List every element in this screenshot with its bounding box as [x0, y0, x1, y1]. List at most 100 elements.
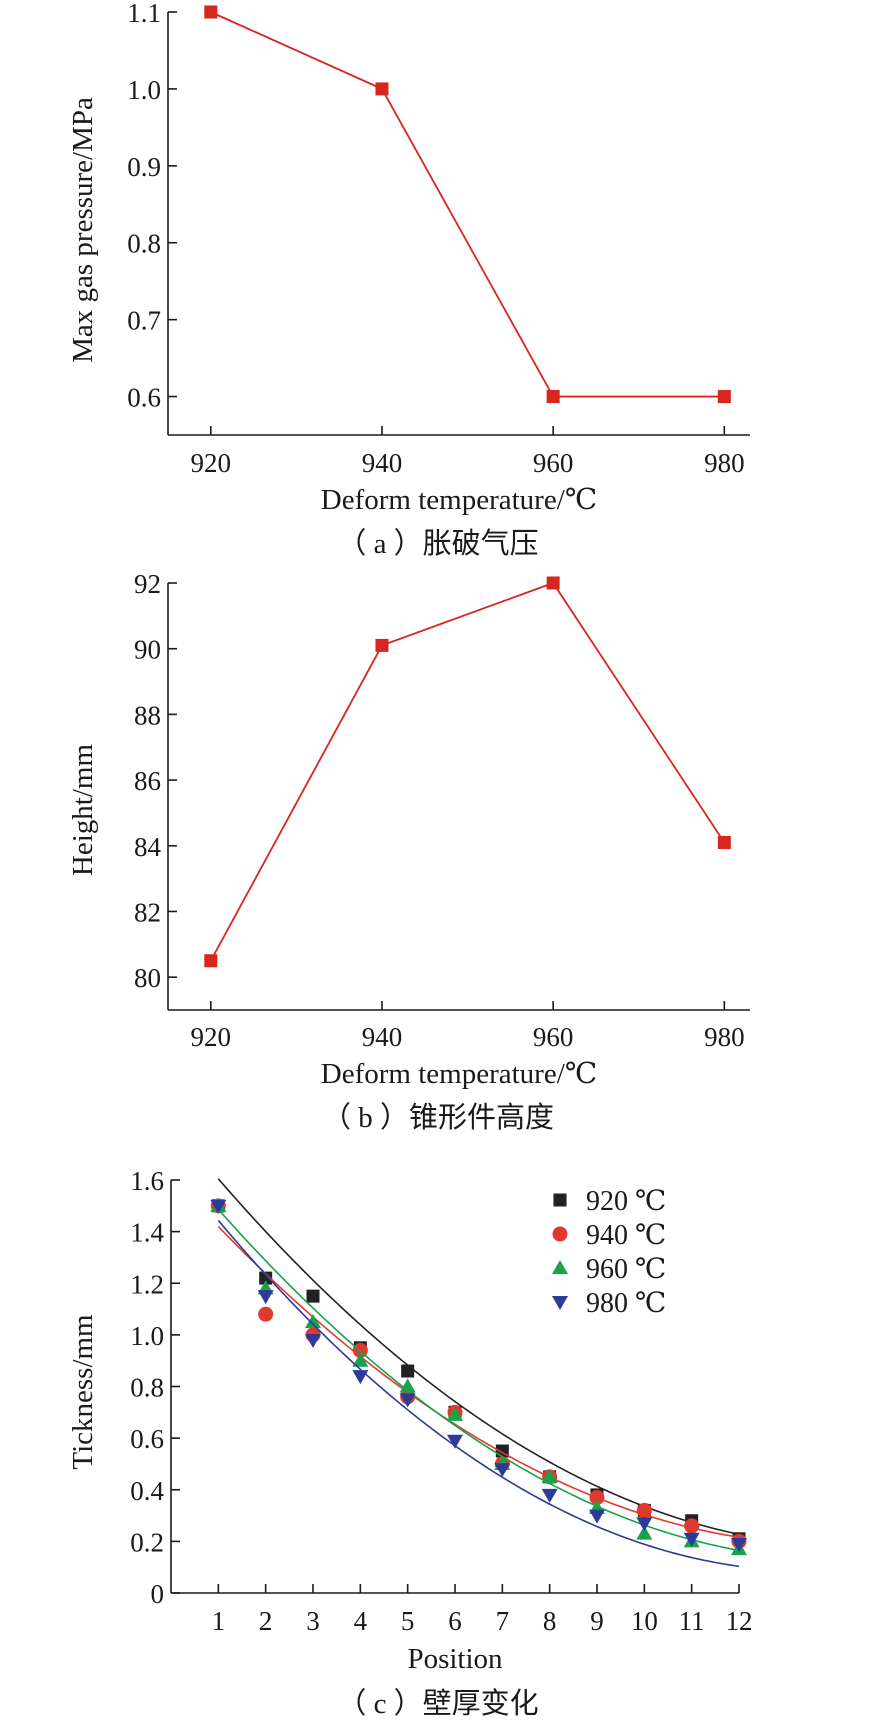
y-axis-label: Tickness/mm: [67, 1314, 99, 1470]
x-tick-label: 5: [401, 1606, 415, 1636]
x-tick-label: 2: [259, 1606, 273, 1636]
legend-label: 980 ℃: [586, 1288, 666, 1319]
panel-caption: （ c ）壁厚变化: [337, 1687, 538, 1720]
y-tick-label: 90: [134, 635, 161, 665]
chart-a-gas-pressure: 0.6 0.7 0.8 0.9 1.0 1.1 920 940 960 980 Deform tem…: [67, 0, 750, 560]
data-point: [636, 1502, 652, 1518]
x-tick-label: 980: [704, 1022, 745, 1052]
fit-curve: [217, 1178, 740, 1536]
y-tick-label: 1.0: [130, 1321, 164, 1351]
x-tick-label: 940: [362, 1022, 403, 1052]
data-point: [399, 1378, 416, 1393]
x-tick-label: 9: [590, 1606, 604, 1636]
data-point: [717, 390, 731, 404]
data-point: [305, 1334, 321, 1349]
y-tick-label: 1.4: [130, 1218, 164, 1248]
data-point: [204, 5, 218, 19]
data-point: [541, 1488, 558, 1503]
series-3: [210, 1199, 747, 1568]
legend-marker: [552, 1296, 568, 1310]
x-tick-label: 8: [543, 1606, 557, 1636]
panel-caption: （ b ）锥形件高度: [322, 1101, 554, 1134]
data-point: [636, 1517, 653, 1532]
data-point: [541, 1468, 558, 1483]
x-tick-label: 10: [631, 1606, 658, 1636]
data-point: [684, 1518, 700, 1534]
panel-caption: （ a ）胀破气压: [337, 527, 538, 560]
x-tick-label: 3: [306, 1606, 320, 1636]
y-tick-label: 1.0: [127, 75, 161, 105]
x-tick-label: 12: [726, 1606, 753, 1636]
y-tick-label: 86: [134, 766, 161, 796]
legend-label: 960 ℃: [586, 1254, 666, 1285]
data-point: [447, 1434, 463, 1449]
x-tick-label: 1: [212, 1606, 226, 1636]
data-point: [399, 1393, 416, 1408]
data-point: [259, 1271, 273, 1285]
legend-marker: [553, 1193, 567, 1207]
x-tick-label: 6: [448, 1606, 462, 1636]
x-tick-label: 920: [191, 448, 232, 478]
x-tick-label: 920: [191, 1022, 232, 1052]
y-tick-label: 82: [134, 897, 161, 927]
data-point: [589, 1509, 605, 1524]
series-0: [204, 5, 731, 404]
y-tick-label: 0.7: [127, 306, 161, 336]
data-point: [401, 1364, 415, 1378]
x-tick-label: 4: [354, 1606, 368, 1636]
data-point: [375, 82, 389, 96]
x-tick-label: 11: [679, 1606, 705, 1636]
data-point: [204, 954, 218, 968]
y-tick-label: 1.1: [127, 0, 161, 28]
y-tick-label: 88: [134, 700, 161, 730]
y-axis-label: Max gas pressure/MPa: [67, 97, 99, 363]
y-tick-label: 0.2: [130, 1527, 164, 1557]
data-point: [546, 576, 560, 590]
y-tick-label: 0.6: [130, 1424, 164, 1454]
x-axis-label: Deform temperature/℃: [321, 484, 597, 516]
y-tick-label: 0.6: [127, 383, 161, 413]
data-point: [306, 1289, 320, 1303]
y-axis-label: Height/mm: [67, 744, 99, 877]
fit-curve: [217, 1219, 740, 1568]
chart-b-cone-height: 80 82 84 86 88 90 92 920 940 960 980 Deform tempera…: [67, 569, 750, 1134]
data-point: [546, 390, 560, 404]
data-point: [589, 1489, 605, 1505]
series-line: [210, 581, 726, 962]
data-point: [683, 1532, 700, 1547]
y-tick-label: 84: [134, 832, 162, 862]
chart-c-wall-thickness: 00.20.40.60.81.01.21.41.61 2 3 4 5 6 7 8 9 10 11 12…: [67, 1166, 753, 1720]
x-tick-label: 980: [704, 448, 745, 478]
series-0: [204, 576, 731, 968]
data-point: [210, 1199, 227, 1214]
data-point: [494, 1463, 511, 1478]
y-tick-label: 0.4: [130, 1476, 164, 1506]
y-tick-label: 0: [151, 1579, 165, 1609]
y-tick-label: 80: [134, 963, 161, 993]
data-point: [352, 1370, 369, 1385]
x-tick-label: 7: [496, 1606, 510, 1636]
data-point: [258, 1306, 274, 1322]
data-point: [375, 638, 389, 652]
legend-marker: [552, 1226, 568, 1242]
series-2: [210, 1197, 747, 1556]
data-point: [636, 1525, 653, 1540]
y-tick-label: 1.2: [130, 1269, 164, 1299]
legend-label: 940 ℃: [586, 1220, 666, 1251]
y-tick-label: 1.6: [130, 1166, 164, 1196]
y-tick-label: 0.8: [130, 1373, 164, 1403]
y-tick-label: 0.8: [127, 229, 161, 259]
legend-marker: [552, 1260, 568, 1274]
data-point: [717, 835, 731, 849]
y-tick-label: 0.9: [127, 152, 161, 182]
y-tick-label: 92: [134, 569, 161, 599]
data-point: [447, 1406, 463, 1421]
x-tick-label: 960: [533, 448, 574, 478]
data-point: [352, 1352, 369, 1367]
data-point: [257, 1290, 274, 1305]
series-line: [210, 11, 725, 398]
x-axis-label: Deform temperature/℃: [321, 1058, 597, 1090]
x-axis-label: Position: [407, 1643, 503, 1675]
